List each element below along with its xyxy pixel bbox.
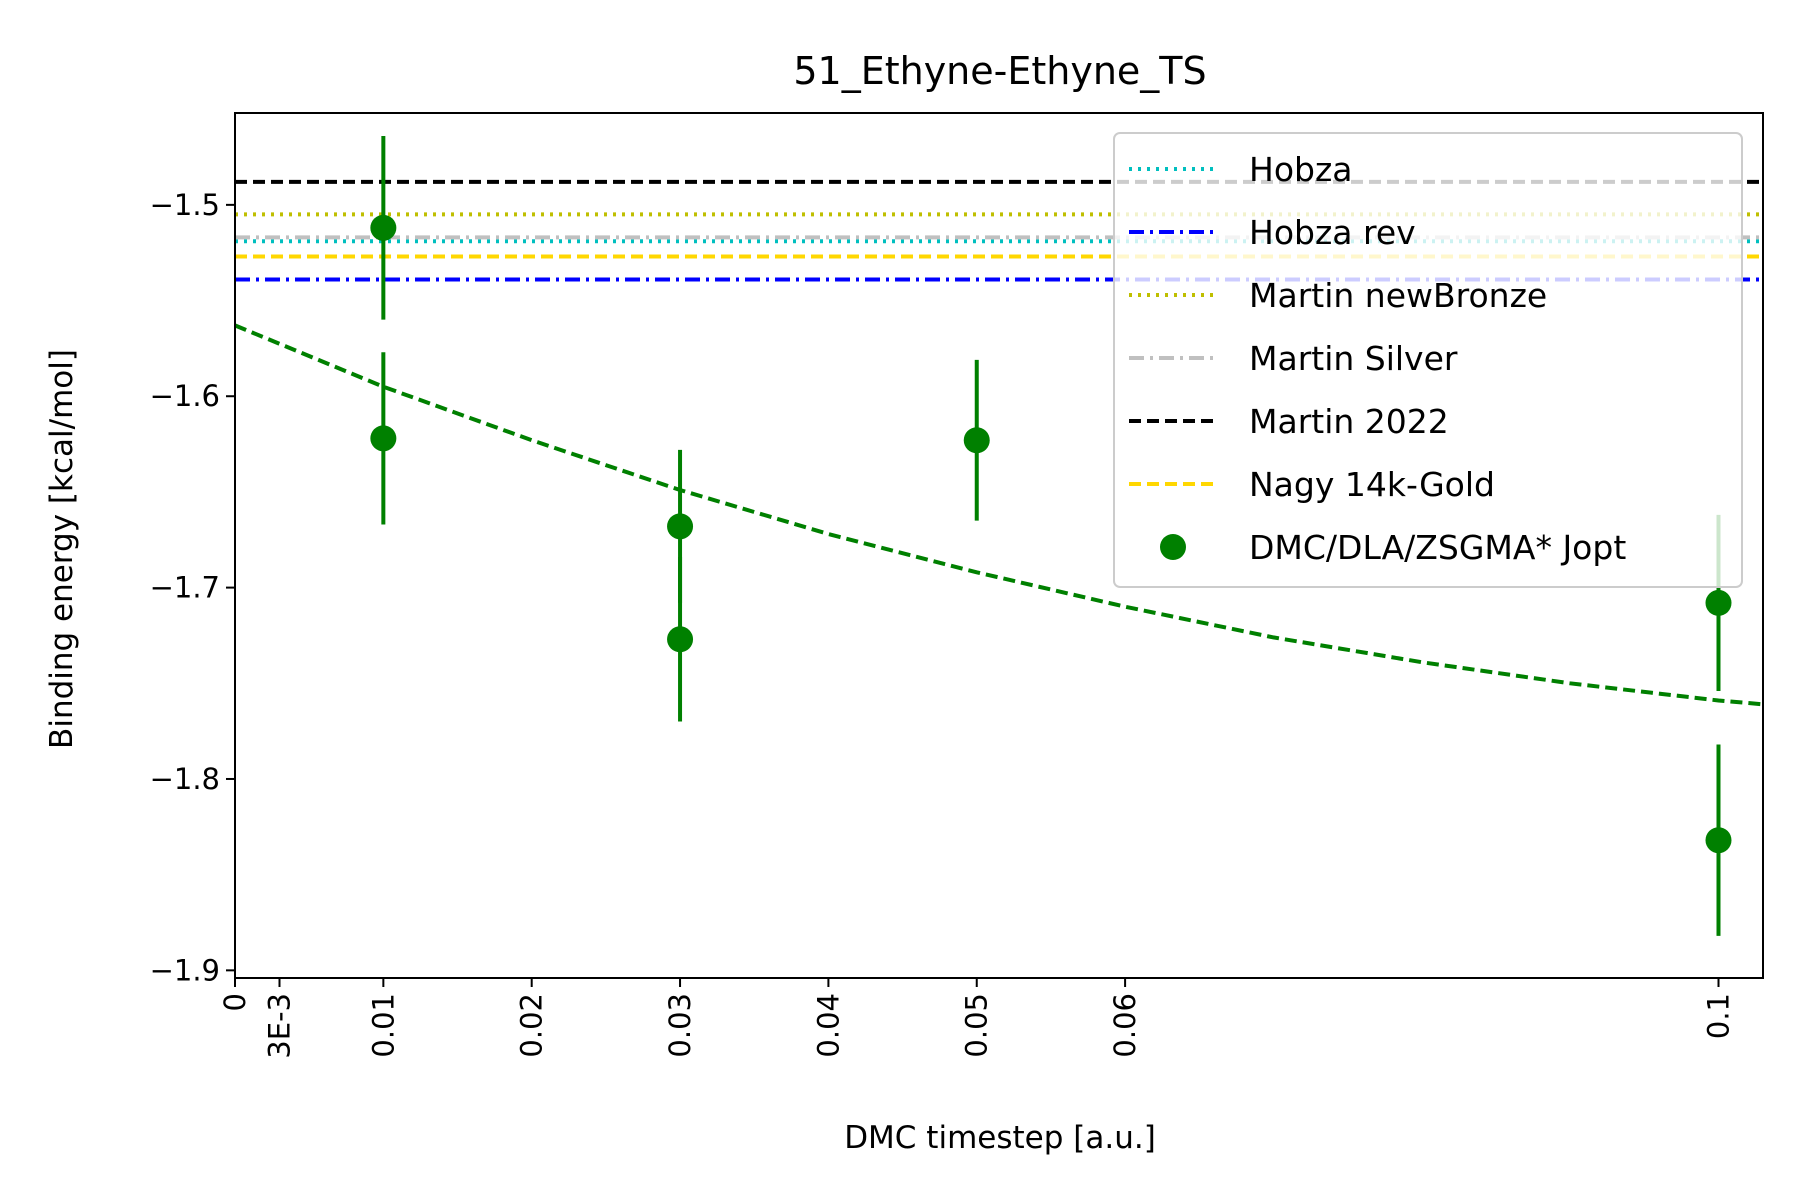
x-tick-label-5: 0.04	[811, 993, 845, 1058]
data-point-5	[1705, 589, 1732, 616]
data-point-1	[370, 425, 397, 452]
x-tick-label-4: 0.03	[663, 993, 697, 1058]
legend-label-6: DMC/DLA/ZSGMA* Jopt	[1249, 528, 1626, 567]
x-tick-label-6: 0.05	[960, 993, 994, 1058]
data-point-2	[667, 513, 694, 540]
x-tick-label-3: 0.02	[515, 993, 549, 1058]
legend-label-4: Martin 2022	[1249, 402, 1449, 441]
legend-label-5: Nagy 14k-Gold	[1249, 465, 1495, 504]
data-point-3	[667, 626, 694, 653]
data-point-4	[963, 427, 990, 454]
fit-curve	[235, 323, 1763, 707]
y-tick-label-0: −1.5	[150, 188, 220, 222]
x-axis-label: DMC timestep [a.u.]	[844, 1120, 1156, 1156]
plot-area: −1.5 −1.6 −1.7 −1.8 −1.9 0 3E-3 0.01 0.02 0.03 0.0…	[150, 112, 1764, 1059]
legend-label-0: Hobza	[1249, 150, 1353, 189]
y-tick-label-4: −1.9	[150, 953, 220, 987]
chart-title: 51_Ethyne-Ethyne_TS	[793, 49, 1206, 93]
legend-label-1: Hobza rev	[1249, 213, 1416, 252]
x-tick-label-7: 0.06	[1108, 993, 1142, 1058]
y-axis-label: Binding energy [kcal/mol]	[44, 349, 80, 749]
y-tick-label-3: −1.8	[150, 762, 220, 796]
x-tick-label-1: 3E-3	[263, 993, 297, 1059]
axes-frame	[234, 112, 1764, 979]
y-tick-label-1: −1.6	[150, 379, 220, 413]
legend-label-2: Martin newBronze	[1249, 276, 1547, 315]
legend-marker-6	[1160, 534, 1186, 560]
data-point-0	[370, 214, 397, 241]
legend: Hobza Hobza rev Martin newBronze Martin Sil…	[1113, 132, 1743, 588]
y-tick-label-2: −1.7	[150, 571, 220, 605]
x-tick-label-8: 0.1	[1701, 993, 1735, 1039]
x-tick-label-0: 0	[218, 993, 252, 1011]
legend-box	[1113, 132, 1743, 588]
x-tick-label-2: 0.01	[366, 993, 400, 1058]
data-point-6	[1705, 827, 1732, 854]
legend-label-3: Martin Silver	[1249, 339, 1458, 378]
